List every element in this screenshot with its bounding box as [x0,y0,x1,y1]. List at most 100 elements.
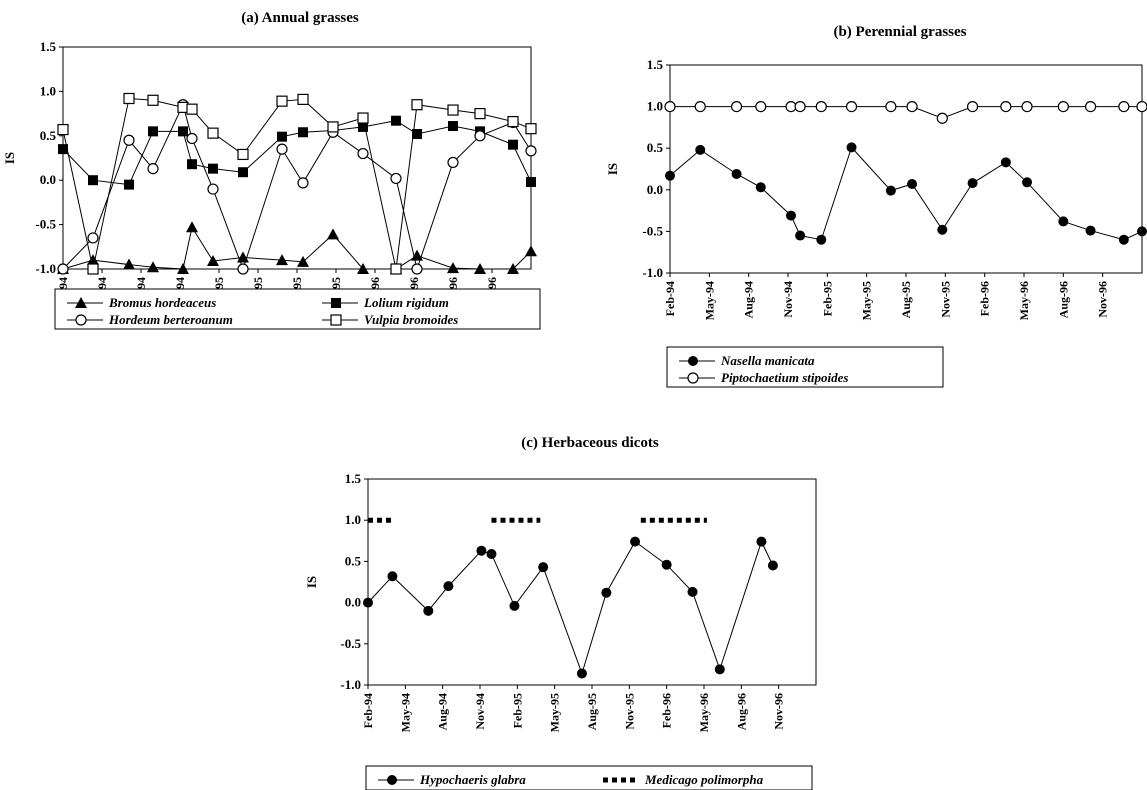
x-tick-label: Aug-96 [734,693,748,730]
data-point [1136,101,1147,113]
x-tick-label: Nov-95 [938,281,952,318]
data-point [665,170,675,181]
data-point [238,167,248,178]
data-point [207,183,219,195]
data-point [525,123,537,135]
data-point [906,100,918,113]
plot-frame [367,478,817,686]
legend-swatch-marker [688,356,698,366]
legend: Bromus hordeaceus Lolium rigidum Hordeum b… [54,288,541,330]
x-tick-label: Nov-95 [622,693,636,730]
data-point [937,224,948,235]
data-point [664,100,676,113]
data-point [147,163,159,175]
series-line [367,540,774,676]
data-point [661,559,672,570]
legend-label: Medicago polimorpha [644,772,764,787]
data-point [327,121,339,133]
data-point [87,263,99,275]
y-axis-label: IS [2,152,17,164]
data-point [411,99,423,111]
data-point [476,545,487,556]
data-point [276,95,288,107]
legend-label: Lolium rigidum [363,295,449,310]
data-point [755,100,767,113]
data-point [1084,100,1097,113]
data-point [237,148,249,161]
series-line [669,146,1143,241]
x-tick-label: Feb-95 [820,281,834,316]
plot-frame [669,64,1143,274]
y-tick-label: -1.0 [35,261,56,276]
data-point [297,93,309,105]
legend-label: Hypochaeris glabra [419,772,526,787]
x-tick-label: Nov-94 [473,693,487,730]
x-tick-label: Aug-94 [742,281,756,318]
series-line [62,103,532,271]
data-point [297,255,309,267]
data-point [208,163,218,174]
data-point [357,263,369,274]
legend-swatch-marker [75,297,87,308]
data-point [276,254,288,266]
panel-perennial-grasses: (b) Perennial grasses 1.5 1.0 0.5 0.0 -0.5 -1.… [605,24,1147,388]
chart-title: (a) Annual grasses [241,10,359,26]
legend-item-nasella-manicata: Nasella manicata [679,353,815,368]
data-point [630,536,641,547]
y-tick-label: 1.0 [345,512,361,527]
data-point [525,245,537,257]
x-tick-label: Aug-94 [436,693,450,730]
y-tick-label: 0.0 [345,595,361,610]
data-point [447,104,459,116]
panel-annual-grasses: (a) Annual grasses 1.5 1.0 0.5 0.0 -0.5 -1.0 IS… [2,10,541,330]
legend-item-piptochaetium-stipoides: Piptochaetium stipoides [679,370,848,385]
x-tick-label: May-95 [860,281,874,320]
data-point [1021,100,1033,113]
x-tick-label: Feb-95 [510,693,524,728]
legend-swatch-marker [331,298,341,308]
series-piptochaetium-stipoides [664,100,1147,124]
data-point [147,261,159,273]
data-point [967,178,978,189]
data-point [795,230,806,241]
legend-box [365,765,813,790]
data-point [474,263,486,274]
data-point [576,668,587,679]
data-point [186,132,198,145]
data-point [474,130,486,142]
y-tick-label: 0.5 [647,140,664,155]
data-point [1118,100,1130,113]
data-point [186,221,198,233]
legend-label: Nasella manicata [720,353,815,368]
y-tick-label: -1.0 [642,265,663,280]
data-point [1085,225,1096,236]
data-point [1137,226,1147,237]
data-point [276,143,288,155]
legend-label: Piptochaetium stipoides [721,370,848,385]
legend-box [666,346,944,388]
panel-herbaceous-dicots: (c) Herbaceous dicots 1.5 1.0 0.5 0.0 -0.5 -1.… [304,435,817,790]
x-tick-label: May-96 [1017,281,1031,320]
data-point [57,263,69,275]
data-point [412,129,422,140]
chart-title: (b) Perennial grasses [833,24,966,40]
series-nasella-manicata [665,142,1147,245]
data-point [694,100,706,113]
legend-item-hypochaeris-glabra: Hypochaeris glabra [378,772,526,787]
data-point [885,100,897,113]
data-point [58,144,68,155]
y-tick-label: 1.5 [345,471,362,486]
series-vulpia-bromoides [57,92,537,275]
data-point [57,123,69,136]
data-point [357,112,369,124]
series-lolium-rigidum [58,115,536,190]
data-point [207,255,219,267]
legend-label: Vulpia bromoides [364,312,458,327]
data-point [443,581,454,592]
data-point [448,121,458,132]
data-point [731,168,742,179]
x-tick-label: May-94 [398,693,412,732]
data-point [207,127,219,139]
y-axis-label: IS [304,576,319,588]
data-point [123,92,135,105]
